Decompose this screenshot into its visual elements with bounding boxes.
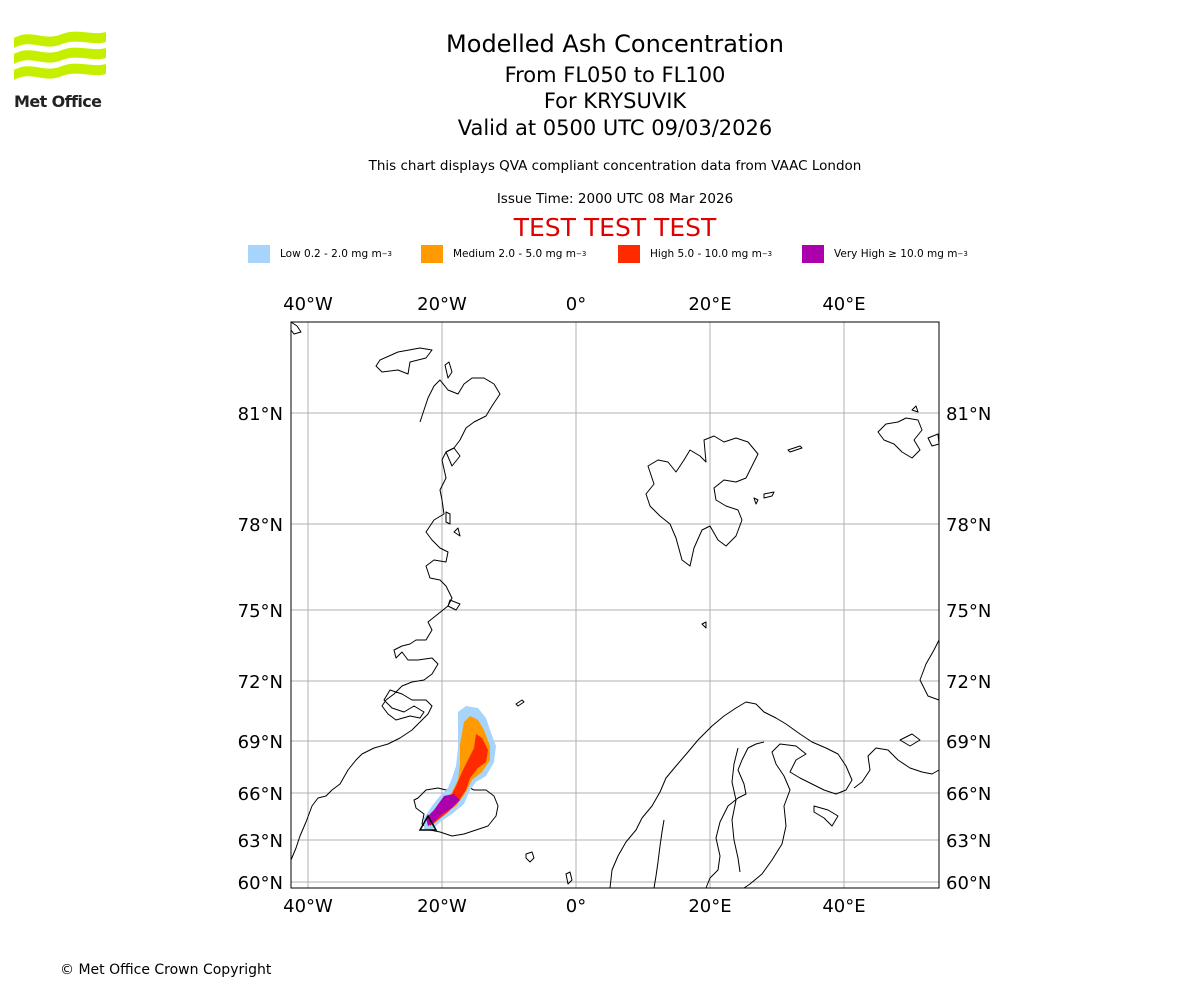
coastline-novaya-zemlya (919, 639, 940, 701)
coastline-shetland (565, 871, 573, 885)
lat-label-left: 63°N (238, 831, 283, 852)
legend-item-medium: Medium 2.0 - 5.0 mg m −3 (421, 244, 586, 264)
copyright-text: © Met Office Crown Copyright (60, 962, 272, 978)
lat-label-left: 81°N (238, 404, 283, 425)
coastline-kola (853, 747, 940, 789)
met-office-logo: Met Office (14, 30, 106, 112)
lat-label-left: 72°N (238, 672, 283, 693)
lat-label-left: 66°N (238, 784, 283, 805)
ash-high (430, 734, 488, 826)
lat-label-left: 69°N (238, 732, 283, 753)
coastline-scandinavia (609, 701, 853, 889)
coastline-greenland-north (290, 321, 302, 335)
legend-exponent: −3 (761, 250, 773, 258)
ash-medium (428, 716, 490, 826)
coastline-svalbard-island (753, 497, 759, 505)
lon-label-top: 20°E (688, 294, 731, 315)
lon-label-top: 20°W (417, 294, 467, 315)
flight-level-range: From FL050 to FL100 (504, 63, 726, 87)
lat-label-right: 69°N (946, 732, 991, 753)
volcano-triangle-icon (418, 814, 438, 831)
coastline-svalbard-island (763, 491, 775, 499)
coastline-greenland-north (375, 347, 433, 375)
chart-description: This chart displays QVA compliant concen… (368, 158, 862, 174)
coastline-franz-josef (877, 417, 923, 459)
lat-label-right: 66°N (946, 784, 991, 805)
legend-swatch-very-high (802, 245, 824, 263)
coastline-greenland-island (445, 511, 451, 525)
lat-label-right: 72°N (946, 672, 991, 693)
issue-time: Issue Time: 2000 UTC 08 Mar 2026 (496, 191, 734, 207)
coastline-svalbard-island (787, 445, 803, 453)
ash-map: 40°W 20°W 0° 20°E 40°E 40°W 20°W 0° 20°E… (238, 294, 992, 917)
lat-label-right: 81°N (946, 404, 991, 425)
coastline-franz-josef (911, 405, 919, 413)
volcano-name: For KRYSUVIK (543, 89, 687, 113)
valid-time: Valid at 0500 UTC 09/03/2026 (457, 116, 773, 140)
chart-title: Modelled Ash Concentration (446, 30, 784, 58)
legend-item-high: High 5.0 - 10.0 mg m −3 (618, 244, 772, 264)
coastline-franz-josef (927, 433, 940, 447)
lat-labels: 81°N 78°N 75°N 72°N 69°N 66°N 63°N 60°N … (238, 404, 992, 894)
legend-item-very-high: Very High ≥ 10.0 mg m −3 (802, 244, 968, 264)
legend-exponent: −3 (575, 250, 587, 258)
lon-label-bottom: 20°W (417, 896, 467, 917)
ash-very-high (426, 794, 460, 826)
ash-plume (424, 706, 496, 830)
coastline-white-sea (813, 805, 839, 827)
coastline-svalbard (645, 435, 759, 567)
legend-label-very-high: Very High ≥ 10.0 mg m (834, 248, 958, 260)
coastline-greenland-island (445, 447, 461, 467)
legend-item-low: Low 0.2 - 2.0 mg m −3 (248, 244, 392, 264)
legend-swatch-low (248, 245, 270, 263)
map-frame (290, 321, 940, 889)
lat-label-left: 75°N (238, 601, 283, 622)
lon-label-bottom: 40°W (283, 896, 333, 917)
coastline-greenland-east (290, 377, 501, 861)
legend-label-high: High 5.0 - 10.0 mg m (650, 248, 762, 260)
legend-swatch-medium (421, 245, 443, 263)
legend-exponent: −3 (957, 250, 968, 258)
lon-label-top: 40°W (283, 294, 333, 315)
lon-label-bottom: 0° (566, 896, 586, 917)
lat-label-left: 78°N (238, 515, 283, 536)
lat-label-right: 75°N (946, 601, 991, 622)
coastline-jan-mayen (515, 699, 525, 707)
coastline-kanin (899, 733, 921, 747)
legend-label-medium: Medium 2.0 - 5.0 mg m (453, 248, 576, 260)
coastline-sweden-border (653, 819, 665, 889)
logo-text: Met Office (14, 92, 102, 111)
lon-label-top: 40°E (822, 294, 865, 315)
lon-label-bottom: 40°E (822, 896, 865, 917)
coastline-faroes (525, 851, 535, 863)
coastline-greenland-island (447, 599, 461, 611)
graticule (291, 322, 939, 888)
test-banner: TEST TEST TEST (513, 213, 717, 242)
coastline-greenland-island (444, 361, 453, 379)
coastline-finland-border (731, 747, 741, 873)
lat-label-right: 60°N (946, 873, 991, 894)
coastline-greenland-island (453, 527, 461, 537)
met-office-wave-icon (14, 31, 106, 80)
lat-label-left: 60°N (238, 873, 283, 894)
coastline-gulf-bothnia (705, 741, 765, 889)
lon-label-top: 0° (566, 294, 586, 315)
legend-label-low: Low 0.2 - 2.0 mg m (280, 248, 382, 260)
coastlines (290, 321, 940, 889)
lon-labels: 40°W 20°W 0° 20°E 40°E 40°W 20°W 0° 20°E… (283, 294, 865, 917)
coastline-bear-island (701, 621, 707, 629)
lat-label-right: 63°N (946, 831, 991, 852)
lat-label-right: 78°N (946, 515, 991, 536)
legend-swatch-high (618, 245, 640, 263)
lon-label-bottom: 20°E (688, 896, 731, 917)
legend-exponent: −3 (381, 250, 393, 258)
